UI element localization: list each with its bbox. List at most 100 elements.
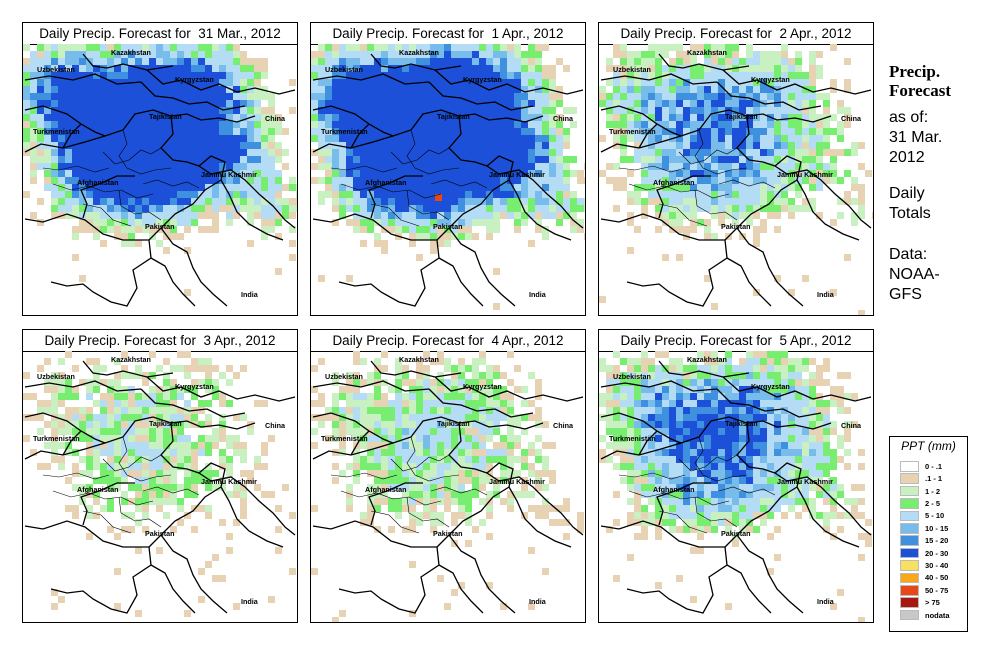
precip-cell (240, 191, 247, 198)
precip-cell (788, 184, 795, 191)
precip-cell (634, 463, 641, 470)
precip-cell (107, 498, 114, 505)
precip-cell (788, 58, 795, 65)
precip-cell (479, 386, 486, 393)
precip-cell (725, 393, 732, 400)
precip-cell (802, 156, 809, 163)
precip-cell (683, 435, 690, 442)
precip-cell (767, 163, 774, 170)
precip-cell (93, 114, 100, 121)
precip-cell (360, 51, 367, 58)
precip-cell (205, 156, 212, 163)
precip-cell (472, 435, 479, 442)
precip-cell (416, 372, 423, 379)
precip-cell (409, 226, 416, 233)
precip-cell (416, 365, 423, 372)
precip-cell (816, 512, 823, 519)
precip-cell (79, 100, 86, 107)
precip-cell (205, 372, 212, 379)
precip-map: Kazakhstan Uzbekistan Kyrgyzstan Tajikistan… (599, 351, 873, 622)
precip-cell (451, 184, 458, 191)
precip-cell (402, 170, 409, 177)
precip-cell (58, 191, 65, 198)
precip-cell (388, 435, 395, 442)
precip-cell (100, 51, 107, 58)
precip-cell (114, 51, 121, 58)
precip-field (311, 44, 585, 310)
precip-cell (114, 100, 121, 107)
precip-cell (816, 470, 823, 477)
precip-cell (795, 491, 802, 498)
precip-cell (233, 205, 240, 212)
precip-cell (655, 386, 662, 393)
precip-cell (318, 121, 325, 128)
precip-cell (170, 163, 177, 170)
precip-cell (830, 400, 837, 407)
precip-cell (465, 226, 472, 233)
precip-cell (788, 449, 795, 456)
precip-cell (163, 65, 170, 72)
precip-cell (732, 212, 739, 219)
precip-cell (676, 442, 683, 449)
precip-cell (507, 51, 514, 58)
precip-cell (275, 547, 282, 554)
precip-cell (711, 107, 718, 114)
precip-cell (388, 498, 395, 505)
precip-cell (767, 149, 774, 156)
precip-cell (254, 205, 261, 212)
precip-cell (395, 191, 402, 198)
precip-cell (107, 191, 114, 198)
precip-cell (479, 414, 486, 421)
precip-cell (58, 135, 65, 142)
precip-cell (823, 177, 830, 184)
precip-cell (599, 135, 606, 142)
precip-cell (858, 191, 865, 198)
precip-cell (549, 79, 556, 86)
precip-cell (507, 107, 514, 114)
legend-label: > 75 (925, 598, 940, 608)
precip-cell (690, 156, 697, 163)
precip-cell (381, 247, 388, 254)
precip-cell (226, 156, 233, 163)
precip-cell (655, 226, 662, 233)
precip-cell (86, 107, 93, 114)
precip-cell (374, 393, 381, 400)
precip-cell (781, 484, 788, 491)
precip-cell (725, 135, 732, 142)
precip-cell (711, 177, 718, 184)
precip-cell (781, 393, 788, 400)
precip-cell (416, 93, 423, 100)
panel-title: Daily Precip. Forecast for 2 Apr., 2012 (599, 23, 873, 45)
precip-cell (809, 149, 816, 156)
precip-cell (732, 128, 739, 135)
precip-cell (114, 219, 121, 226)
precip-cell (837, 400, 844, 407)
country-label-tajikistan: Tajikistan (437, 112, 470, 121)
precip-cell (556, 177, 563, 184)
precip-cell (634, 65, 641, 72)
precip-cell (275, 205, 282, 212)
precip-cell (72, 226, 79, 233)
precip-cell (704, 407, 711, 414)
precip-cell (507, 44, 514, 51)
precip-cell (655, 58, 662, 65)
precip-cell (837, 393, 844, 400)
precip-cell (233, 177, 240, 184)
precip-cell (226, 149, 233, 156)
precip-cell (795, 149, 802, 156)
precip-cell (486, 365, 493, 372)
precip-cell (514, 93, 521, 100)
precip-cell (142, 407, 149, 414)
precip-cell (669, 379, 676, 386)
precip-cell (507, 100, 514, 107)
precip-cell (121, 198, 128, 205)
precip-cell (282, 198, 289, 205)
precip-cell (802, 365, 809, 372)
precip-cell (486, 386, 493, 393)
precip-cell (93, 358, 100, 365)
precip-cell (79, 135, 86, 142)
precip-cell (507, 58, 514, 65)
precip-cell (732, 393, 739, 400)
precip-cell (107, 135, 114, 142)
precip-cell (655, 177, 662, 184)
